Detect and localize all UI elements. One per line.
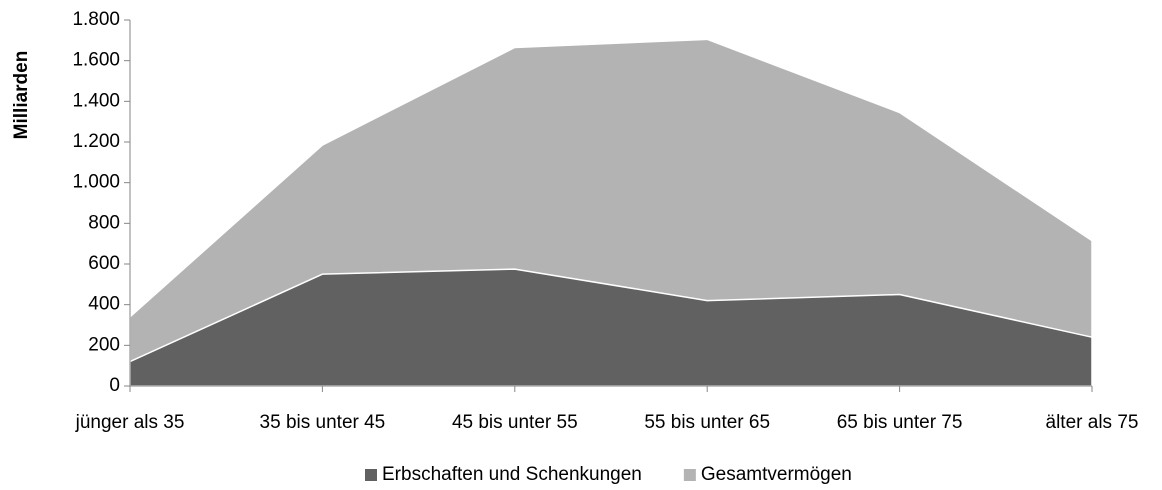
y-tick-label: 200: [88, 334, 120, 355]
y-tick-label: 1.200: [72, 131, 120, 152]
y-tick-label: 800: [88, 212, 120, 233]
y-tick-label: 600: [88, 253, 120, 274]
x-tick-label: 35 bis unter 45: [260, 412, 386, 433]
y-tick-label: 1.400: [72, 90, 120, 111]
x-tick-label: 45 bis unter 55: [452, 412, 578, 433]
legend-label: Erbschaften und Schenkungen: [382, 464, 642, 485]
legend-swatch: [683, 469, 696, 481]
legend-swatch: [365, 469, 377, 481]
x-tick-label: jünger als 35: [75, 412, 185, 433]
y-tick-label: 1.800: [72, 9, 120, 30]
y-axis-label: Milliarden: [11, 51, 32, 140]
y-tick-label: 1.600: [72, 50, 120, 71]
legend-label: Gesamtvermögen: [701, 464, 852, 485]
x-tick-label: älter als 75: [1046, 412, 1139, 433]
y-tick-label: 0: [109, 375, 120, 396]
x-tick-label: 65 bis unter 75: [837, 412, 963, 433]
x-tick-label: 55 bis unter 65: [644, 412, 770, 433]
y-tick-label: 400: [88, 294, 120, 315]
y-tick-label: 1.000: [72, 172, 120, 193]
